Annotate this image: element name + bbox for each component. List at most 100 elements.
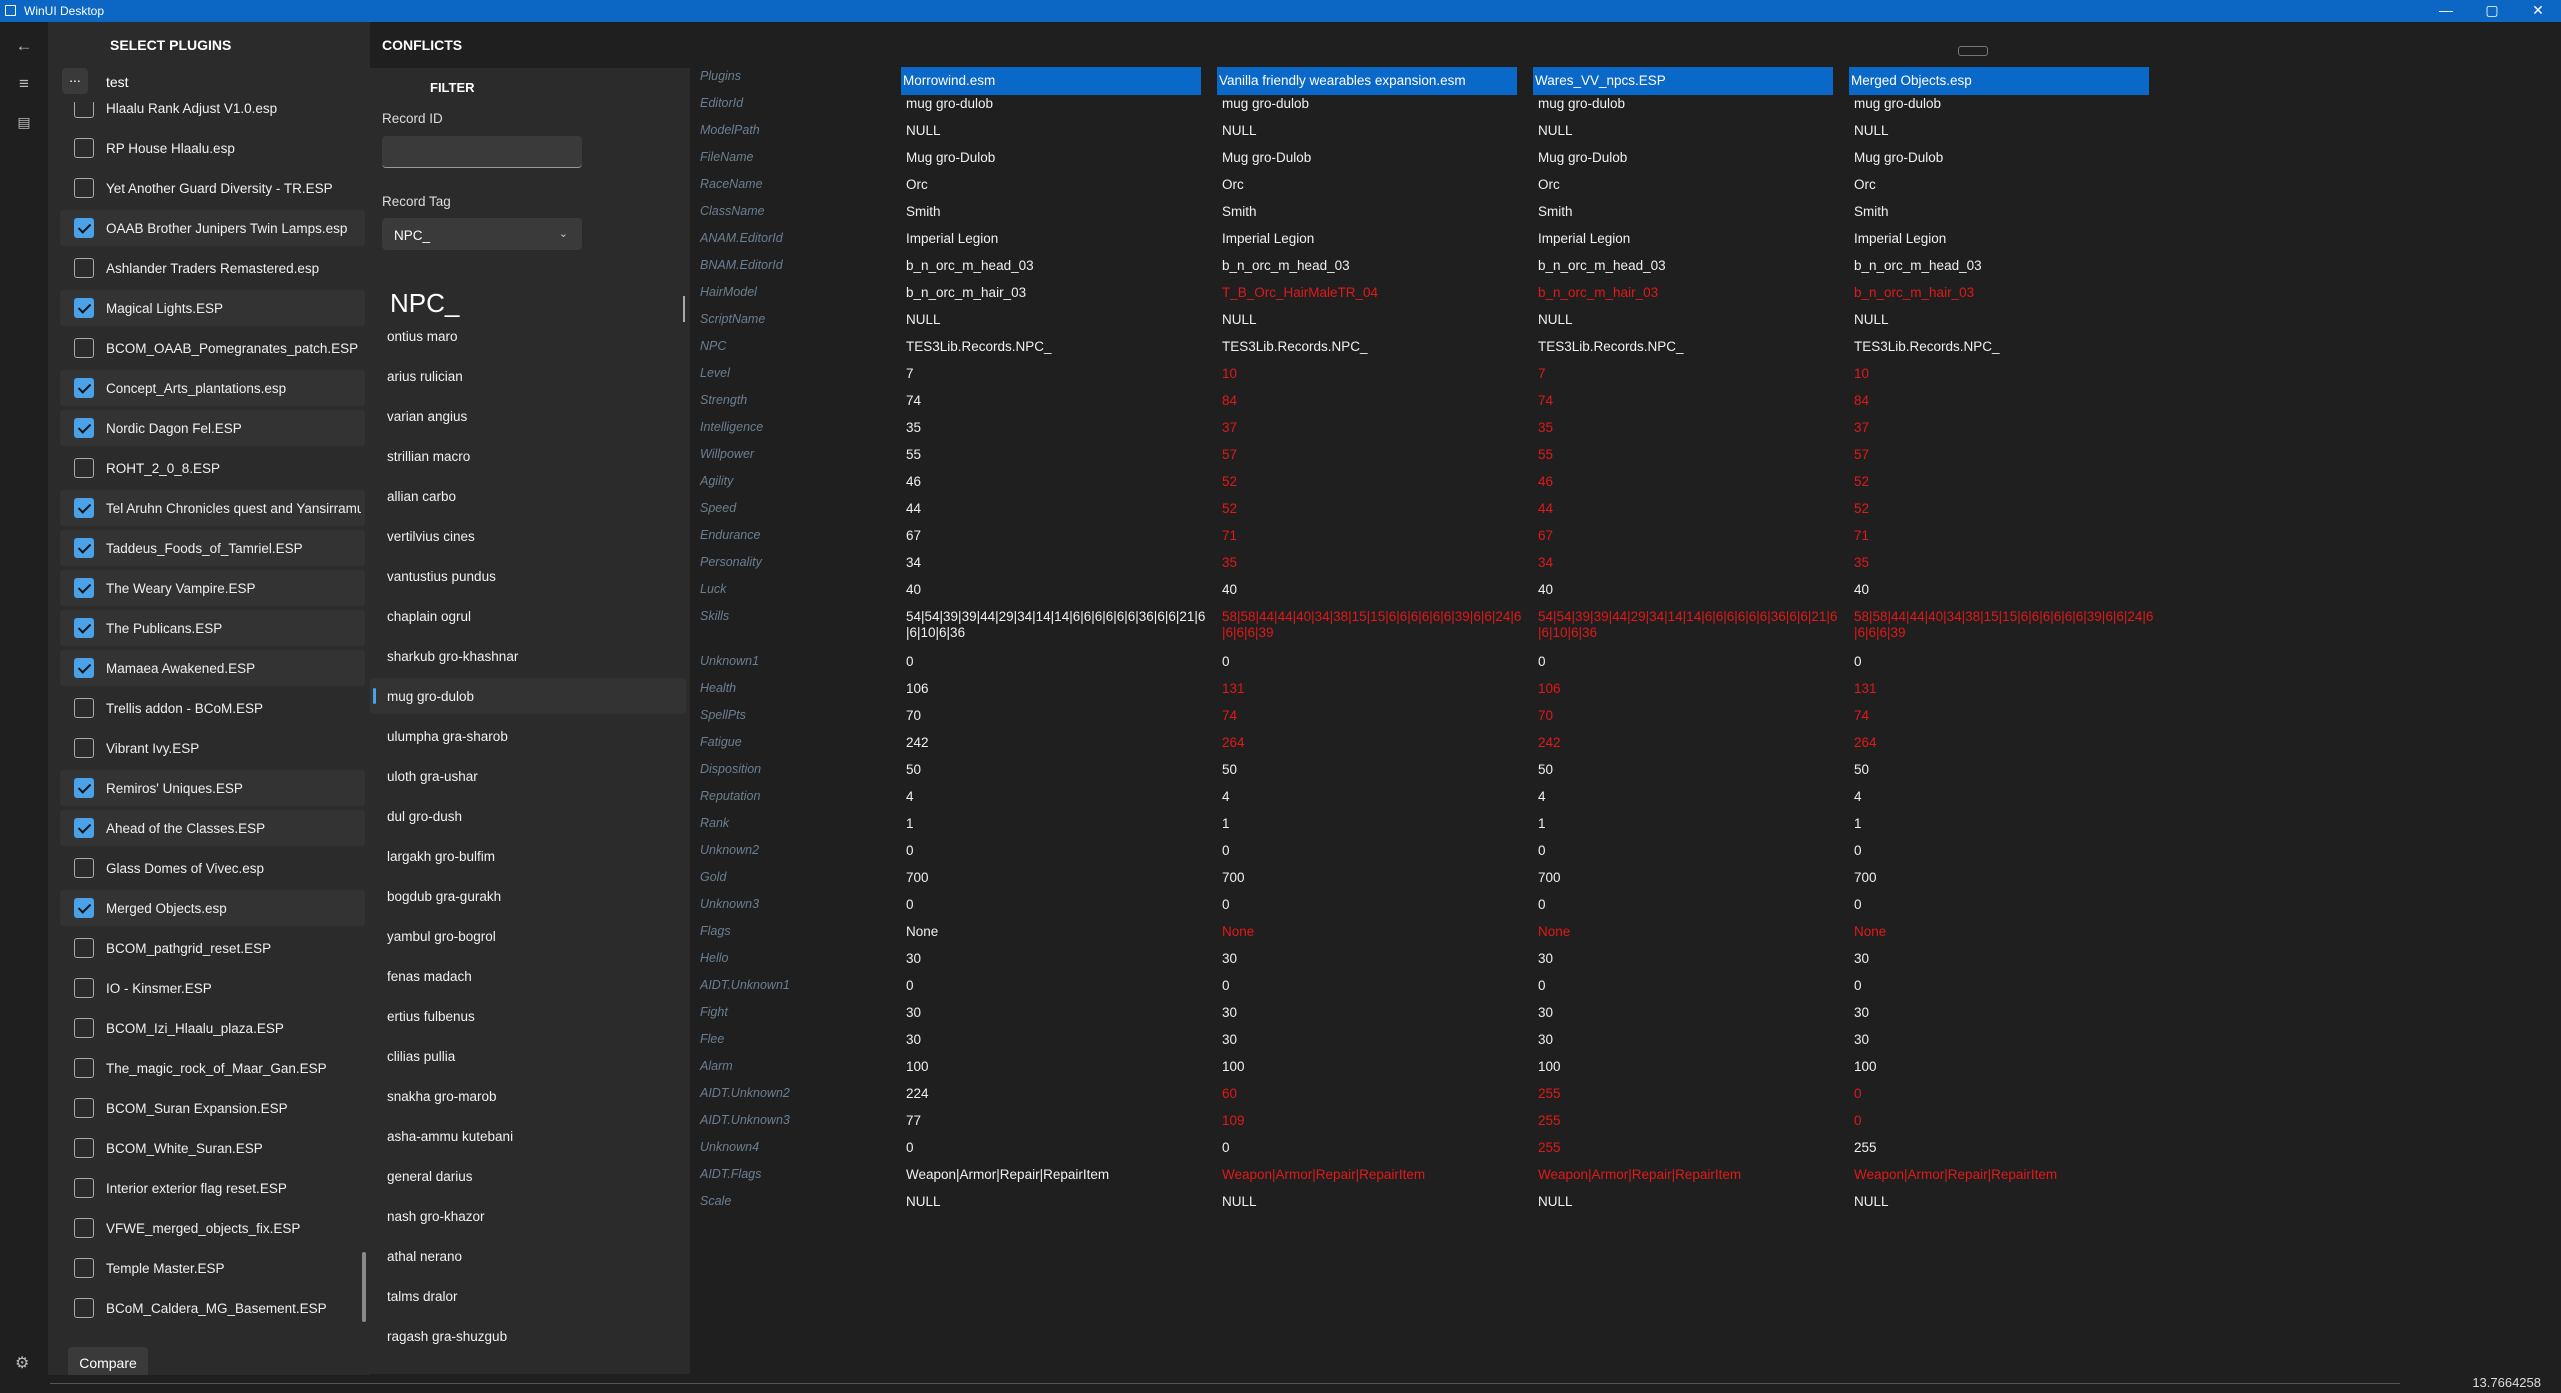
plugin-list-scrollbar[interactable] bbox=[362, 1252, 366, 1322]
plugin-column-header[interactable]: Vanilla friendly wearables expansion.esm bbox=[1217, 67, 1517, 95]
plugin-checkbox[interactable] bbox=[74, 978, 94, 998]
plugin-item[interactable]: BCOM_Izi_Hlaalu_plaza.ESP bbox=[60, 1010, 365, 1046]
plugin-checkbox[interactable] bbox=[74, 258, 94, 278]
record-list-item[interactable]: varian angius bbox=[370, 398, 686, 434]
settings-gear-icon[interactable]: ⚙ bbox=[15, 1355, 30, 1372]
plugin-item[interactable]: Glass Domes of Vivec.esp bbox=[60, 850, 365, 886]
record-list-item[interactable]: fenas madach bbox=[370, 958, 686, 994]
record-list-item[interactable]: nash gro-khazor bbox=[370, 1198, 686, 1234]
record-list-item[interactable]: chaplain ogrul bbox=[370, 598, 686, 634]
plugin-item[interactable]: VFWE_merged_objects_fix.ESP bbox=[60, 1210, 365, 1246]
plugin-search-input[interactable]: test bbox=[106, 74, 129, 90]
record-list-item[interactable]: ontius maro bbox=[370, 330, 686, 354]
plugin-item[interactable]: Magical Lights.ESP bbox=[60, 290, 365, 326]
drag-handle[interactable] bbox=[1958, 46, 1988, 56]
plugin-item[interactable]: Mamaea Awakened.ESP bbox=[60, 650, 365, 686]
plugin-checkbox[interactable] bbox=[74, 1058, 94, 1078]
plugin-item[interactable]: Trellis addon - BCoM.ESP bbox=[60, 690, 365, 726]
plugin-checkbox[interactable] bbox=[74, 1018, 94, 1038]
plugin-checkbox[interactable] bbox=[74, 378, 94, 398]
record-list-item[interactable]: ulumpha gra-sharob bbox=[370, 718, 686, 754]
plugin-checkbox[interactable] bbox=[74, 538, 94, 558]
plugin-checkbox[interactable] bbox=[74, 1098, 94, 1118]
plugin-item[interactable]: Nordic Dagon Fel.ESP bbox=[60, 410, 365, 446]
menu-icon[interactable]: ≡ bbox=[19, 74, 29, 93]
record-list-item[interactable]: arius rulician bbox=[370, 358, 686, 394]
plugin-item[interactable]: BCoM_Caldera_MG_Basement.ESP bbox=[60, 1290, 365, 1326]
plugin-item[interactable]: Remiros' Uniques.ESP bbox=[60, 770, 365, 806]
plugin-checkbox[interactable] bbox=[74, 618, 94, 638]
plugin-item[interactable]: Concept_Arts_plantations.esp bbox=[60, 370, 365, 406]
plugin-column-header[interactable]: Wares_VV_npcs.ESP bbox=[1533, 67, 1833, 95]
close-button[interactable]: ✕ bbox=[2532, 2, 2544, 18]
plugin-item[interactable]: ROHT_2_0_8.ESP bbox=[60, 450, 365, 486]
record-list-item[interactable]: bogdub gra-gurakh bbox=[370, 878, 686, 914]
record-list-item[interactable]: clilias pullia bbox=[370, 1038, 686, 1074]
plugin-checkbox[interactable] bbox=[74, 578, 94, 598]
record-list-item[interactable]: mug gro-dulob bbox=[370, 678, 686, 714]
record-list-item[interactable]: general darius bbox=[370, 1158, 686, 1194]
record-id-input[interactable] bbox=[382, 136, 582, 168]
plugin-item[interactable]: BCOM_Suran Expansion.ESP bbox=[60, 1090, 365, 1126]
plugin-item[interactable]: BCOM_White_Suran.ESP bbox=[60, 1130, 365, 1166]
plugin-checkbox[interactable] bbox=[74, 418, 94, 438]
plugin-checkbox[interactable] bbox=[74, 102, 94, 118]
plugin-checkbox[interactable] bbox=[74, 138, 94, 158]
plugin-item[interactable]: BCOM_pathgrid_reset.ESP bbox=[60, 930, 365, 966]
plugin-checkbox[interactable] bbox=[74, 298, 94, 318]
plugin-checkbox[interactable] bbox=[74, 938, 94, 958]
plugin-item[interactable]: Temple Master.ESP bbox=[60, 1250, 365, 1286]
plugin-checkbox[interactable] bbox=[74, 1178, 94, 1198]
plugin-column-header[interactable]: Morrowind.esm bbox=[901, 67, 1201, 95]
plugin-item[interactable]: RP House Hlaalu.esp bbox=[60, 130, 365, 166]
plugin-checkbox[interactable] bbox=[74, 1218, 94, 1238]
plugin-item[interactable]: The_magic_rock_of_Maar_Gan.ESP bbox=[60, 1050, 365, 1086]
plugin-checkbox[interactable] bbox=[74, 858, 94, 878]
record-list-item[interactable]: ertius fulbenus bbox=[370, 998, 686, 1034]
maximize-button[interactable]: ▢ bbox=[2485, 2, 2499, 18]
record-list-item[interactable]: athal nerano bbox=[370, 1238, 686, 1274]
plugin-checkbox[interactable] bbox=[74, 818, 94, 838]
plugin-item[interactable]: Interior exterior flag reset.ESP bbox=[60, 1170, 365, 1206]
plugin-item[interactable]: Merged Objects.esp bbox=[60, 890, 365, 926]
plugin-item[interactable]: Taddeus_Foods_of_Tamriel.ESP bbox=[60, 530, 365, 566]
plugin-item[interactable]: OAAB Brother Junipers Twin Lamps.esp bbox=[60, 210, 365, 246]
record-list-item[interactable]: dul gro-dush bbox=[370, 798, 686, 834]
record-list-item[interactable]: vantustius pundus bbox=[370, 558, 686, 594]
plugin-item[interactable]: Ashlander Traders Remastered.esp bbox=[60, 250, 365, 286]
record-list-item[interactable]: talms dralor bbox=[370, 1278, 686, 1314]
plugin-checkbox[interactable] bbox=[74, 218, 94, 238]
record-list-item[interactable]: snakha gro-marob bbox=[370, 1078, 686, 1114]
plugin-checkbox[interactable] bbox=[74, 338, 94, 358]
plugin-item[interactable]: BCOM_OAAB_Pomegranates_patch.ESP bbox=[60, 330, 365, 366]
record-list-item[interactable]: yambul gro-bogrol bbox=[370, 918, 686, 954]
plugin-checkbox[interactable] bbox=[74, 778, 94, 798]
plugin-nav-icon[interactable]: ▤ bbox=[17, 114, 31, 130]
record-list-item[interactable]: asha-ammu kutebani bbox=[370, 1118, 686, 1154]
plugin-item[interactable]: Yet Another Guard Diversity - TR.ESP bbox=[60, 170, 365, 206]
plugin-item[interactable]: IO - Kinsmer.ESP bbox=[60, 970, 365, 1006]
plugin-checkbox[interactable] bbox=[74, 658, 94, 678]
plugin-checkbox[interactable] bbox=[74, 738, 94, 758]
plugin-item[interactable]: Tel Aruhn Chronicles quest and Yansirram… bbox=[60, 490, 365, 526]
plugins-folder-button[interactable]: ... bbox=[62, 68, 88, 94]
record-list-item[interactable]: strillian macro bbox=[370, 438, 686, 474]
back-icon[interactable]: ← bbox=[15, 36, 33, 55]
plugin-item[interactable]: Ahead of the Classes.ESP bbox=[60, 810, 365, 846]
plugin-checkbox[interactable] bbox=[74, 898, 94, 918]
minimize-button[interactable]: — bbox=[2439, 2, 2453, 18]
plugin-checkbox[interactable] bbox=[74, 458, 94, 478]
record-tag-select[interactable]: NPC_ ⌄ bbox=[382, 218, 582, 250]
plugin-column-header[interactable]: Merged Objects.esp bbox=[1849, 67, 2149, 95]
record-list-item[interactable]: ragash gra-shuzgub bbox=[370, 1318, 686, 1354]
record-list-item[interactable]: largakh gro-bulfim bbox=[370, 838, 686, 874]
plugin-checkbox[interactable] bbox=[74, 498, 94, 518]
plugin-checkbox[interactable] bbox=[74, 1298, 94, 1318]
plugin-checkbox[interactable] bbox=[74, 1258, 94, 1278]
plugin-checkbox[interactable] bbox=[74, 698, 94, 718]
plugin-item[interactable]: Vibrant Ivy.ESP bbox=[60, 730, 365, 766]
plugin-checkbox[interactable] bbox=[74, 178, 94, 198]
plugin-item[interactable]: The Weary Vampire.ESP bbox=[60, 570, 365, 606]
plugin-checkbox[interactable] bbox=[74, 1138, 94, 1158]
record-list-item[interactable]: allian carbo bbox=[370, 478, 686, 514]
